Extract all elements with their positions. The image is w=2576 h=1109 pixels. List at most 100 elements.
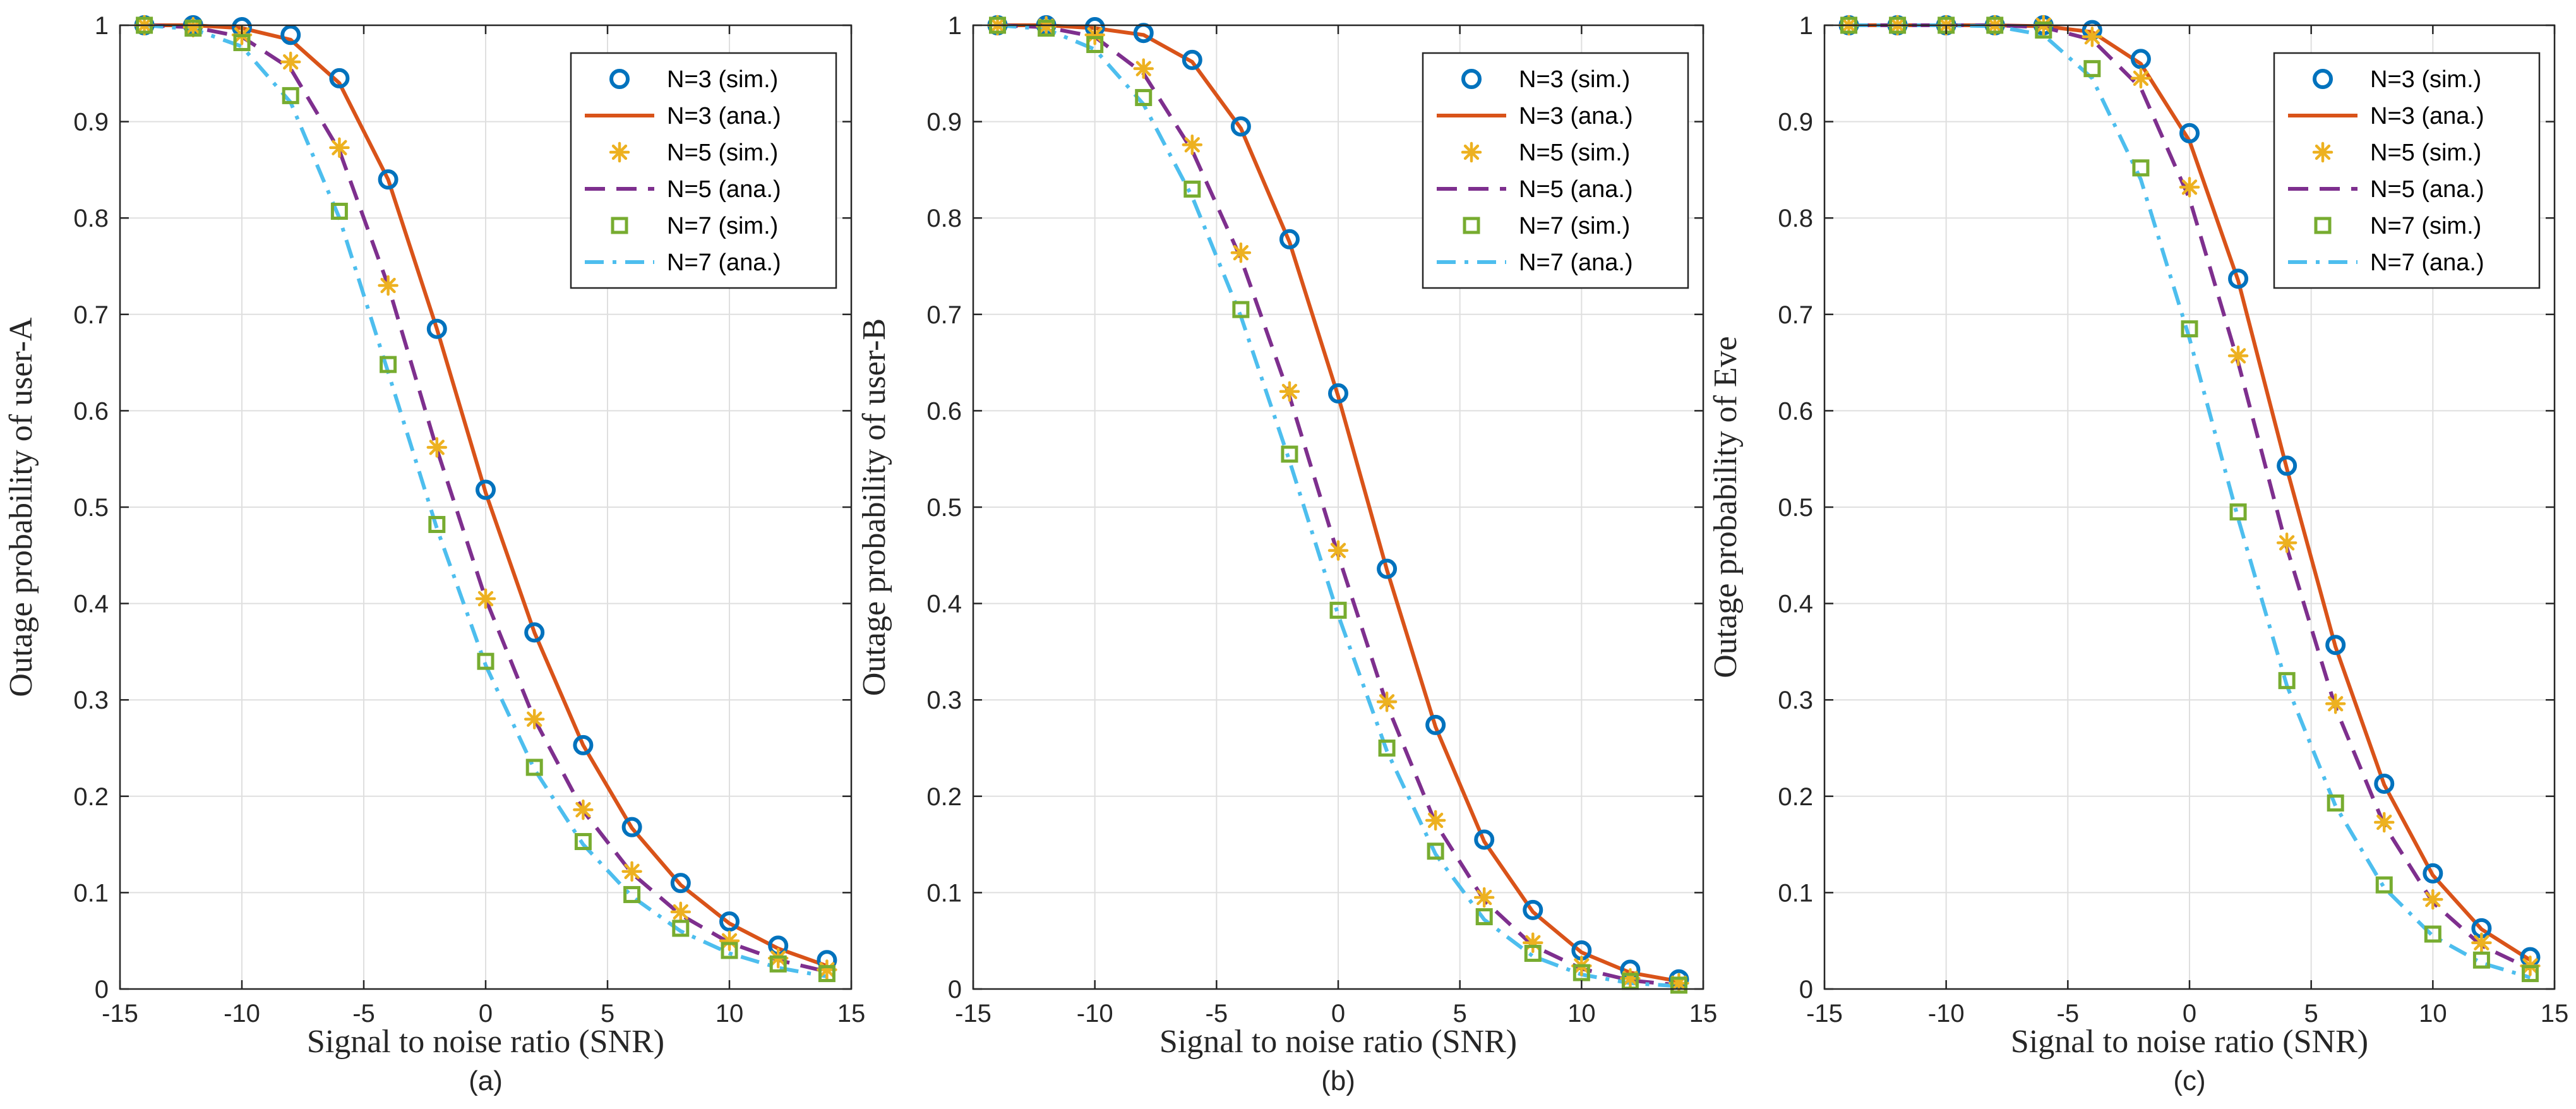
p0-ytick-label-9: 0.9 <box>73 109 109 136</box>
p2-xtick-label-0: -15 <box>1806 1000 1843 1028</box>
p1-legend-swatch-4 <box>1463 217 1480 234</box>
p1-legend-swatch-0 <box>1461 69 1482 89</box>
p0-point-0-10 <box>621 817 642 837</box>
p0-legend-swatch-4 <box>611 217 628 234</box>
p0-xtick-label-1: -10 <box>224 1000 260 1028</box>
p1-point-2-4 <box>1182 134 1203 155</box>
p0-legend: N=3 (sim.) N=3 (ana.) N=5 (sim.) N=5 (ana.)… <box>570 52 837 289</box>
p2-legend-label-1: N=3 (ana.) <box>2370 103 2484 129</box>
p1-ytick-label-5: 0.5 <box>926 494 962 522</box>
p0-xtick-label-3: 0 <box>479 1000 493 1028</box>
p2-point-0-10 <box>2325 635 2346 656</box>
p1-xtick-label-3: 0 <box>1331 1000 1345 1028</box>
p0-point-0-4 <box>329 68 350 88</box>
p2-legend-swatch-4 <box>2314 217 2332 234</box>
p2-point-2-11 <box>2374 812 2395 833</box>
p1-xtick-label-0: -15 <box>955 1000 991 1028</box>
p2-point-4-13 <box>2472 951 2490 969</box>
p0-point-4-1 <box>184 20 202 37</box>
p0-point-0-6 <box>426 318 447 339</box>
p1-point-0-11 <box>1523 899 1543 920</box>
panel-b: -15 -10 -5 0 5 10 15 0 0.1 0.2 0.3 0.4 0.5 0.6 0.7 0.8 0… <box>856 12 1717 1096</box>
p0-series-line-3 <box>144 23 828 974</box>
p1-ytick-label-8: 0.8 <box>926 205 962 232</box>
p0-point-0-7 <box>476 479 496 500</box>
p1-point-0-10 <box>1474 829 1495 850</box>
p1-legend-label-5: N=7 (ana.) <box>1519 249 1633 276</box>
p1-xtick-label-2: -5 <box>1206 1000 1228 1028</box>
p2-ytick-label-1: 0.1 <box>1778 879 1813 907</box>
p1-point-2-3 <box>1133 58 1154 79</box>
panel-c-xlabel: Signal to noise ratio (SNR) <box>2011 1024 2368 1060</box>
p0-legend-label-5: N=7 (ana.) <box>667 249 781 276</box>
p2-xtick-label-4: 5 <box>2304 1000 2318 1028</box>
p0-point-4-13 <box>769 955 787 973</box>
p2-point-0-11 <box>2374 773 2395 794</box>
p2-point-2-13 <box>2471 932 2492 954</box>
p2-legend: N=3 (sim.) N=3 (ana.) N=5 (sim.) N=5 (ana.)… <box>2273 52 2541 289</box>
p2-ytick-label-2: 0.2 <box>1778 783 1813 811</box>
p2-point-2-12 <box>2423 889 2443 910</box>
p0-point-4-7 <box>477 652 494 670</box>
p0-ytick-label-6: 0.6 <box>73 397 109 425</box>
p0-point-0-12 <box>719 911 740 932</box>
p1-point-4-9 <box>1427 842 1444 860</box>
p0-point-2-3 <box>280 51 301 73</box>
p1-ytick-label-1: 0.1 <box>926 879 962 907</box>
p0-series-line-1 <box>144 23 828 968</box>
p2-xtick-label-2: -5 <box>2057 1000 2080 1028</box>
p0-ytick-label-7: 0.7 <box>73 301 109 329</box>
p0-point-0-3 <box>280 25 301 45</box>
p2-legend-label-2: N=5 (sim.) <box>2370 140 2481 166</box>
p0-legend-label-3: N=5 (ana.) <box>667 176 781 203</box>
p0-point-2-4 <box>329 137 350 159</box>
p0-point-4-5 <box>380 356 397 373</box>
p2-point-2-7 <box>2179 177 2200 198</box>
p0-point-0-11 <box>670 873 691 894</box>
p2-point-0-9 <box>2277 455 2297 476</box>
p2-point-4-4 <box>2035 21 2052 39</box>
p0-point-4-2 <box>233 33 251 51</box>
panel-a: -15 -10 -5 0 5 10 15 0 0.1 0.2 0.3 0.4 0.5 0.6 0.7 0.8 0… <box>3 12 865 1096</box>
p2-ytick-label-6: 0.6 <box>1778 397 1813 425</box>
p0-point-4-9 <box>574 833 592 851</box>
p2-point-2-6 <box>2130 68 2152 89</box>
p1-xtick-label-5: 10 <box>1567 1000 1596 1028</box>
p2-ytick-label-4: 0.4 <box>1778 590 1813 618</box>
p2-point-4-14 <box>2521 965 2539 983</box>
p0-point-2-11 <box>670 901 692 923</box>
p1-point-4-5 <box>1232 301 1250 318</box>
p0-point-2-6 <box>426 437 448 458</box>
p2-legend-label-3: N=5 (ana.) <box>2370 176 2484 203</box>
p1-xtick-label-6: 15 <box>1689 1000 1718 1028</box>
p1-point-4-2 <box>1086 36 1104 54</box>
p1-point-0-7 <box>1328 383 1348 404</box>
p0-series-line-5 <box>144 23 827 979</box>
p0-point-4-12 <box>721 942 738 959</box>
p2-point-2-8 <box>2227 345 2249 366</box>
p1-point-4-6 <box>1281 445 1298 463</box>
p0-point-2-9 <box>573 799 594 820</box>
p0-point-4-4 <box>330 203 348 220</box>
p1-point-4-1 <box>1038 20 1055 37</box>
p0-ytick-label-3: 0.3 <box>73 686 109 714</box>
p1-series-line-1 <box>997 23 1680 983</box>
p2-point-0-6 <box>2130 49 2151 69</box>
p2-point-2-9 <box>2276 532 2297 553</box>
p2-ytick-label-9: 0.9 <box>1778 109 1813 136</box>
p1-legend: N=3 (sim.) N=3 (ana.) N=5 (sim.) N=5 (ana.)… <box>1422 52 1689 289</box>
panel-c-ylabel: Outage probability of Eve <box>1708 336 1744 678</box>
p1-point-2-6 <box>1279 381 1300 402</box>
p2-series-line-5 <box>1848 23 2531 980</box>
p1-ytick-label-10: 1 <box>948 12 962 40</box>
p0-xtick-label-4: 5 <box>601 1000 614 1028</box>
p0-point-0-5 <box>378 169 398 190</box>
panel-c-label: (c) <box>2173 1065 2205 1096</box>
p0-legend-box <box>570 52 837 289</box>
p2-legend-label-0: N=3 (sim.) <box>2370 66 2481 93</box>
p1-point-4-7 <box>1329 601 1347 619</box>
p2-ytick-label-5: 0.5 <box>1778 494 1813 522</box>
p1-point-4-10 <box>1475 908 1493 926</box>
p0-legend-label-2: N=5 (sim.) <box>667 140 778 166</box>
p2-point-4-9 <box>2278 672 2296 690</box>
